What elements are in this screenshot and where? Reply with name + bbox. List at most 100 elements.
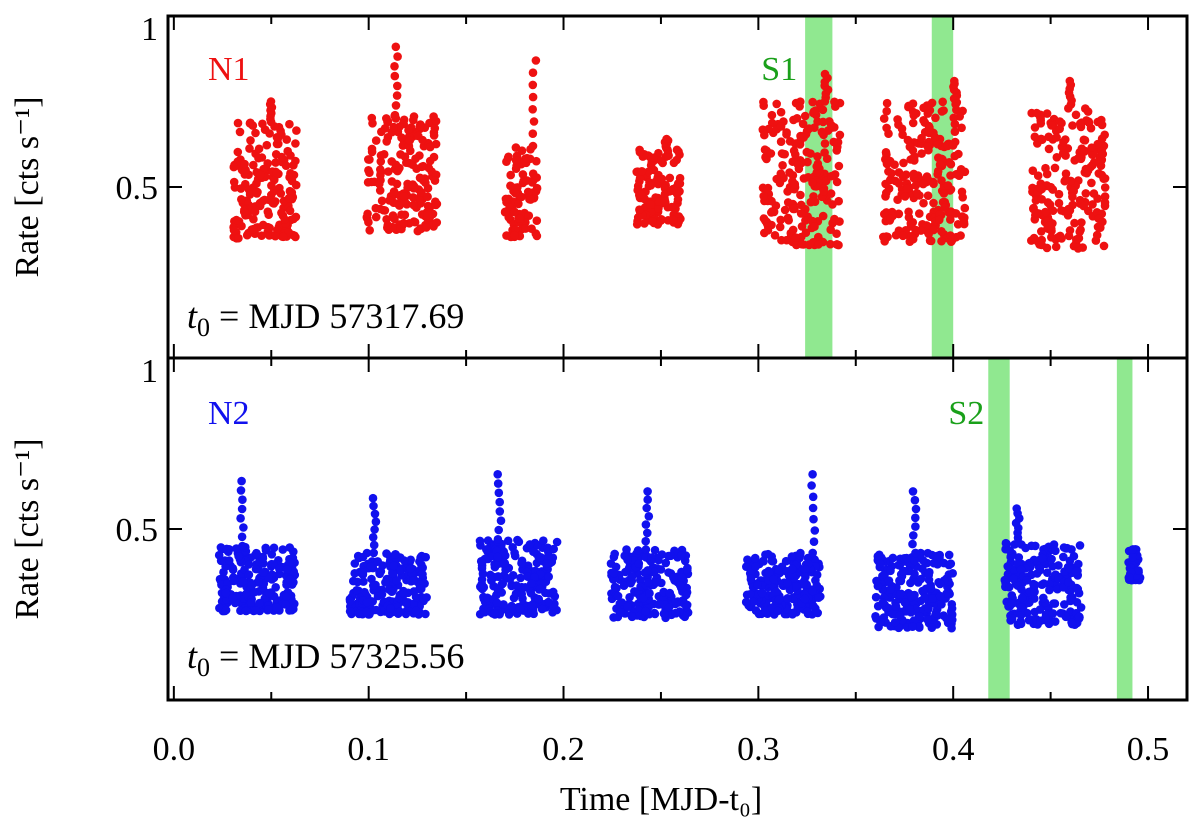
- data-point: [365, 155, 374, 164]
- data-point: [922, 101, 932, 110]
- data-point: [510, 230, 519, 240]
- data-point: [382, 549, 391, 558]
- data-point-peak: [237, 504, 247, 514]
- data-point: [650, 545, 660, 555]
- data-point: [668, 215, 678, 225]
- data-point: [251, 128, 260, 138]
- data-point: [785, 168, 794, 177]
- data-point: [523, 187, 533, 197]
- data-point: [882, 123, 891, 133]
- data-point: [871, 592, 881, 602]
- bottom-x-ticks: 0.0 0.1 0.2 0.3 0.4 0.5: [153, 358, 1169, 768]
- data-point: [249, 214, 258, 224]
- data-point: [654, 204, 663, 213]
- data-point: [834, 161, 844, 171]
- data-point: [501, 194, 511, 204]
- data-point: [285, 557, 294, 567]
- data-point: [627, 611, 637, 621]
- data-point: [640, 219, 649, 228]
- data-point: [886, 214, 895, 224]
- t0-label-bottom: t0 = MJD 57325.56: [187, 636, 464, 682]
- data-point: [235, 127, 245, 137]
- data-point: [388, 569, 397, 578]
- data-point: [928, 594, 937, 603]
- data-point: [800, 594, 810, 604]
- data-point: [366, 562, 376, 571]
- data-point: [415, 121, 425, 131]
- data-point: [924, 569, 933, 579]
- data-point: [1032, 208, 1041, 218]
- data-point: [389, 187, 399, 196]
- data-point: [237, 221, 246, 231]
- data-point: [1068, 192, 1077, 202]
- data-point: [376, 157, 386, 166]
- data-point: [906, 578, 915, 588]
- t0-value: = MJD 57317.69: [210, 296, 464, 336]
- data-point: [635, 205, 644, 214]
- data-point: [918, 179, 928, 189]
- data-point: [937, 227, 946, 236]
- data-point: [898, 231, 908, 241]
- data-point: [915, 622, 924, 631]
- data-point: [242, 230, 252, 240]
- data-point: [820, 139, 830, 148]
- data-point: [269, 543, 279, 553]
- data-point: [801, 228, 811, 237]
- data-point: [350, 569, 360, 578]
- data-point: [1076, 119, 1085, 128]
- data-point: [894, 179, 904, 188]
- data-point: [801, 572, 810, 582]
- data-point: [1028, 166, 1038, 175]
- data-point: [1080, 136, 1090, 145]
- data-point: [362, 598, 372, 607]
- data-point: [750, 553, 760, 563]
- data-point: [758, 556, 768, 566]
- data-point: [810, 222, 819, 231]
- data-point: [1017, 603, 1026, 612]
- data-point: [905, 604, 914, 614]
- data-point: [910, 152, 919, 161]
- data-point: [389, 122, 399, 132]
- data-point: [250, 587, 259, 597]
- data-point: [363, 178, 373, 187]
- data-point: [1051, 242, 1061, 252]
- data-point: [285, 119, 294, 129]
- data-point: [411, 606, 421, 616]
- data-point-peak: [238, 541, 247, 551]
- data-point: [1055, 124, 1064, 134]
- data-point: [1056, 608, 1065, 618]
- data-point: [956, 231, 965, 240]
- bottom-y-ticks: 0.51: [116, 353, 1187, 549]
- data-point: [957, 187, 967, 197]
- data-point-peak: [494, 488, 504, 498]
- data-point: [944, 560, 954, 570]
- data-point: [751, 562, 760, 571]
- data-point: [943, 181, 953, 190]
- series-label-n1: N1: [208, 51, 250, 88]
- data-point: [423, 192, 432, 201]
- data-point: [283, 146, 293, 156]
- data-point: [937, 236, 946, 246]
- data-point: [229, 177, 239, 187]
- data-point: [1037, 553, 1047, 563]
- bottom-shaded-regions: [988, 358, 1133, 700]
- data-point: [741, 597, 751, 607]
- bottom-data-points: [214, 470, 1145, 633]
- data-point-peak: [809, 537, 819, 546]
- data-point: [285, 206, 295, 216]
- data-point-peak: [908, 539, 917, 549]
- data-point: [929, 558, 939, 568]
- data-point: [927, 623, 937, 632]
- data-point-peak: [371, 517, 381, 526]
- data-point: [769, 574, 778, 584]
- data-point: [935, 579, 945, 589]
- data-point: [612, 583, 621, 593]
- data-point: [367, 147, 377, 157]
- data-point: [759, 97, 768, 107]
- data-point: [262, 140, 272, 150]
- data-point: [813, 152, 822, 161]
- data-point: [899, 158, 908, 168]
- data-point-peak: [496, 516, 506, 525]
- data-point: [1030, 587, 1039, 597]
- data-point: [1073, 154, 1083, 163]
